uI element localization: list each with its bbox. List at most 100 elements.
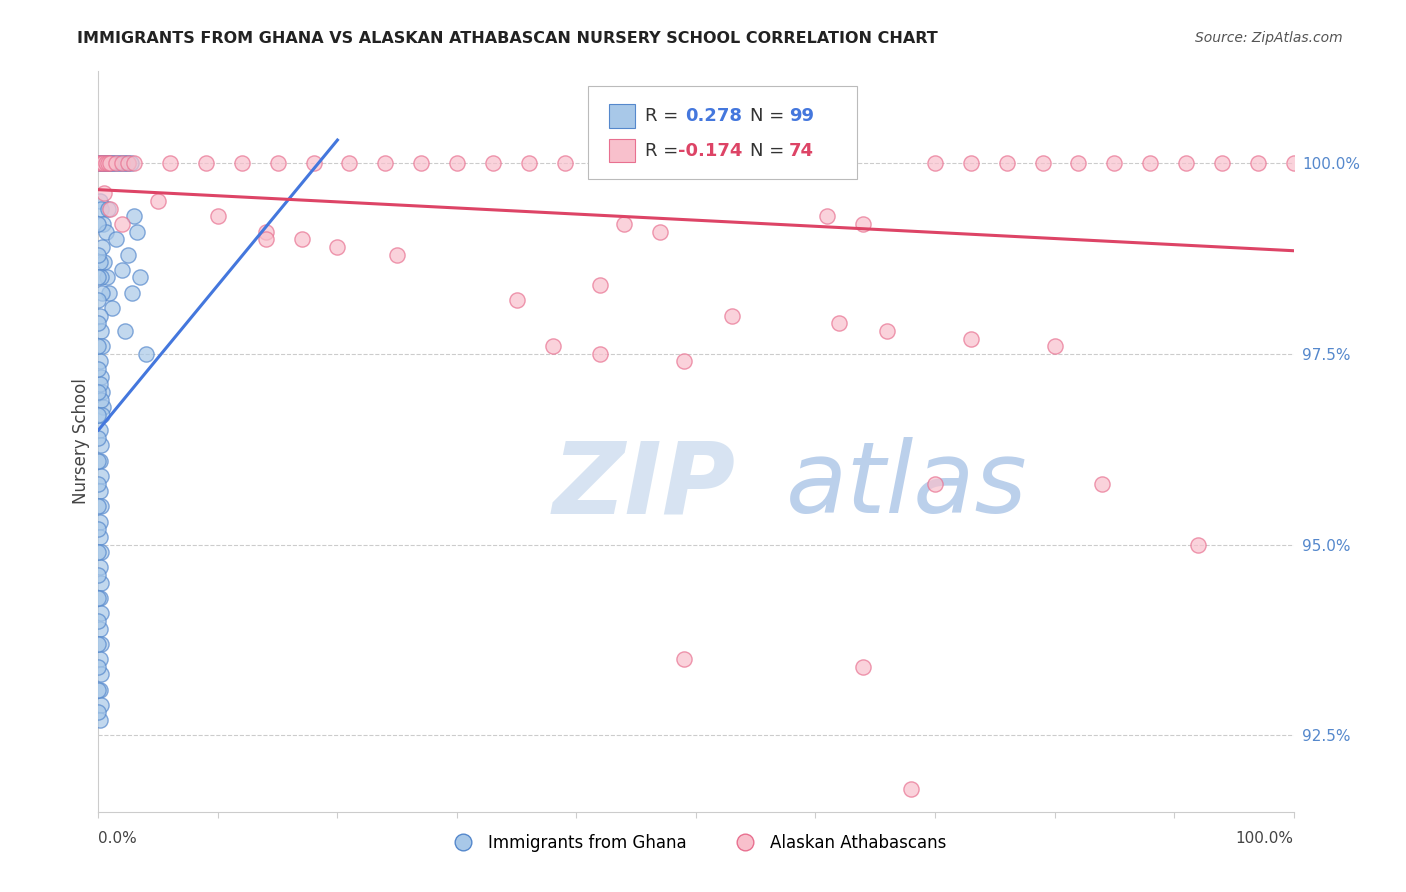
Point [207, 210, 229, 224]
Point [94, 156, 117, 170]
Point [93, 255, 115, 269]
Point [124, 156, 146, 170]
Point [554, 156, 576, 170]
Point [302, 156, 325, 170]
Point [254, 232, 277, 246]
Point [89, 354, 111, 368]
Point [90, 156, 112, 170]
Point [91, 156, 114, 170]
Point [91, 339, 114, 353]
FancyBboxPatch shape [589, 87, 858, 178]
Point [89, 591, 111, 605]
Point [105, 156, 128, 170]
Point [89, 309, 111, 323]
Point [89, 194, 111, 208]
Point [673, 652, 696, 666]
Point [1104, 156, 1126, 170]
Point [87, 591, 110, 605]
Point [89, 484, 111, 499]
Point [756, 156, 779, 170]
Point [195, 156, 218, 170]
Point [103, 156, 125, 170]
Point [117, 156, 139, 170]
Point [96, 156, 118, 170]
Text: 0.278: 0.278 [685, 107, 742, 125]
Text: R =: R = [644, 107, 683, 125]
Point [111, 262, 134, 277]
Point [385, 247, 409, 261]
Point [90, 469, 112, 483]
Text: Source: ZipAtlas.com: Source: ZipAtlas.com [1195, 31, 1343, 45]
Point [90, 667, 112, 681]
Point [446, 156, 468, 170]
Point [90, 392, 112, 407]
Point [87, 431, 110, 445]
Point [87, 706, 110, 720]
Point [1247, 156, 1270, 170]
Point [87, 339, 110, 353]
Point [98, 156, 122, 170]
Point [107, 156, 129, 170]
Point [1043, 339, 1066, 353]
Point [517, 156, 540, 170]
Point [115, 156, 138, 170]
Point [721, 156, 744, 170]
Point [231, 156, 253, 170]
Point [291, 232, 314, 246]
Point [89, 713, 111, 727]
Point [90, 545, 112, 559]
Point [87, 545, 110, 559]
Point [87, 522, 110, 536]
Point [613, 217, 636, 231]
Point [90, 637, 112, 651]
Point [995, 156, 1018, 170]
Point [90, 575, 112, 590]
Point [87, 156, 110, 170]
Point [87, 362, 110, 376]
Point [87, 637, 110, 651]
Point [411, 156, 433, 170]
Point [828, 156, 851, 170]
Point [89, 377, 111, 392]
Point [87, 156, 110, 170]
Point [135, 347, 157, 361]
Point [111, 156, 134, 170]
Point [87, 316, 110, 330]
Point [648, 225, 672, 239]
Point [94, 156, 117, 170]
FancyBboxPatch shape [609, 139, 636, 162]
Point [90, 369, 112, 384]
Point [1211, 156, 1233, 170]
Point [90, 607, 112, 621]
Point [87, 659, 110, 673]
Point [93, 156, 115, 170]
Point [326, 240, 349, 254]
Point [87, 384, 110, 399]
Point [924, 476, 946, 491]
Text: 0.0%: 0.0% [98, 830, 138, 846]
Point [90, 324, 112, 338]
Text: R =: R = [644, 142, 683, 160]
Point [900, 781, 922, 796]
Point [91, 408, 114, 422]
Point [254, 225, 277, 239]
Point [97, 202, 120, 216]
Point [506, 293, 529, 308]
Point [90, 202, 112, 216]
Text: N =: N = [749, 142, 790, 160]
Point [111, 217, 134, 231]
Legend: Immigrants from Ghana, Alaskan Athabascans: Immigrants from Ghana, Alaskan Athabasca… [439, 828, 953, 859]
Point [89, 156, 111, 170]
Point [90, 156, 112, 170]
Point [87, 476, 110, 491]
Point [87, 270, 110, 285]
Point [960, 156, 983, 170]
Point [93, 186, 115, 201]
Point [91, 240, 114, 254]
Point [91, 217, 114, 231]
Point [87, 500, 110, 514]
Point [121, 285, 143, 300]
Point [87, 453, 110, 467]
Point [1067, 156, 1090, 170]
Point [852, 659, 875, 673]
